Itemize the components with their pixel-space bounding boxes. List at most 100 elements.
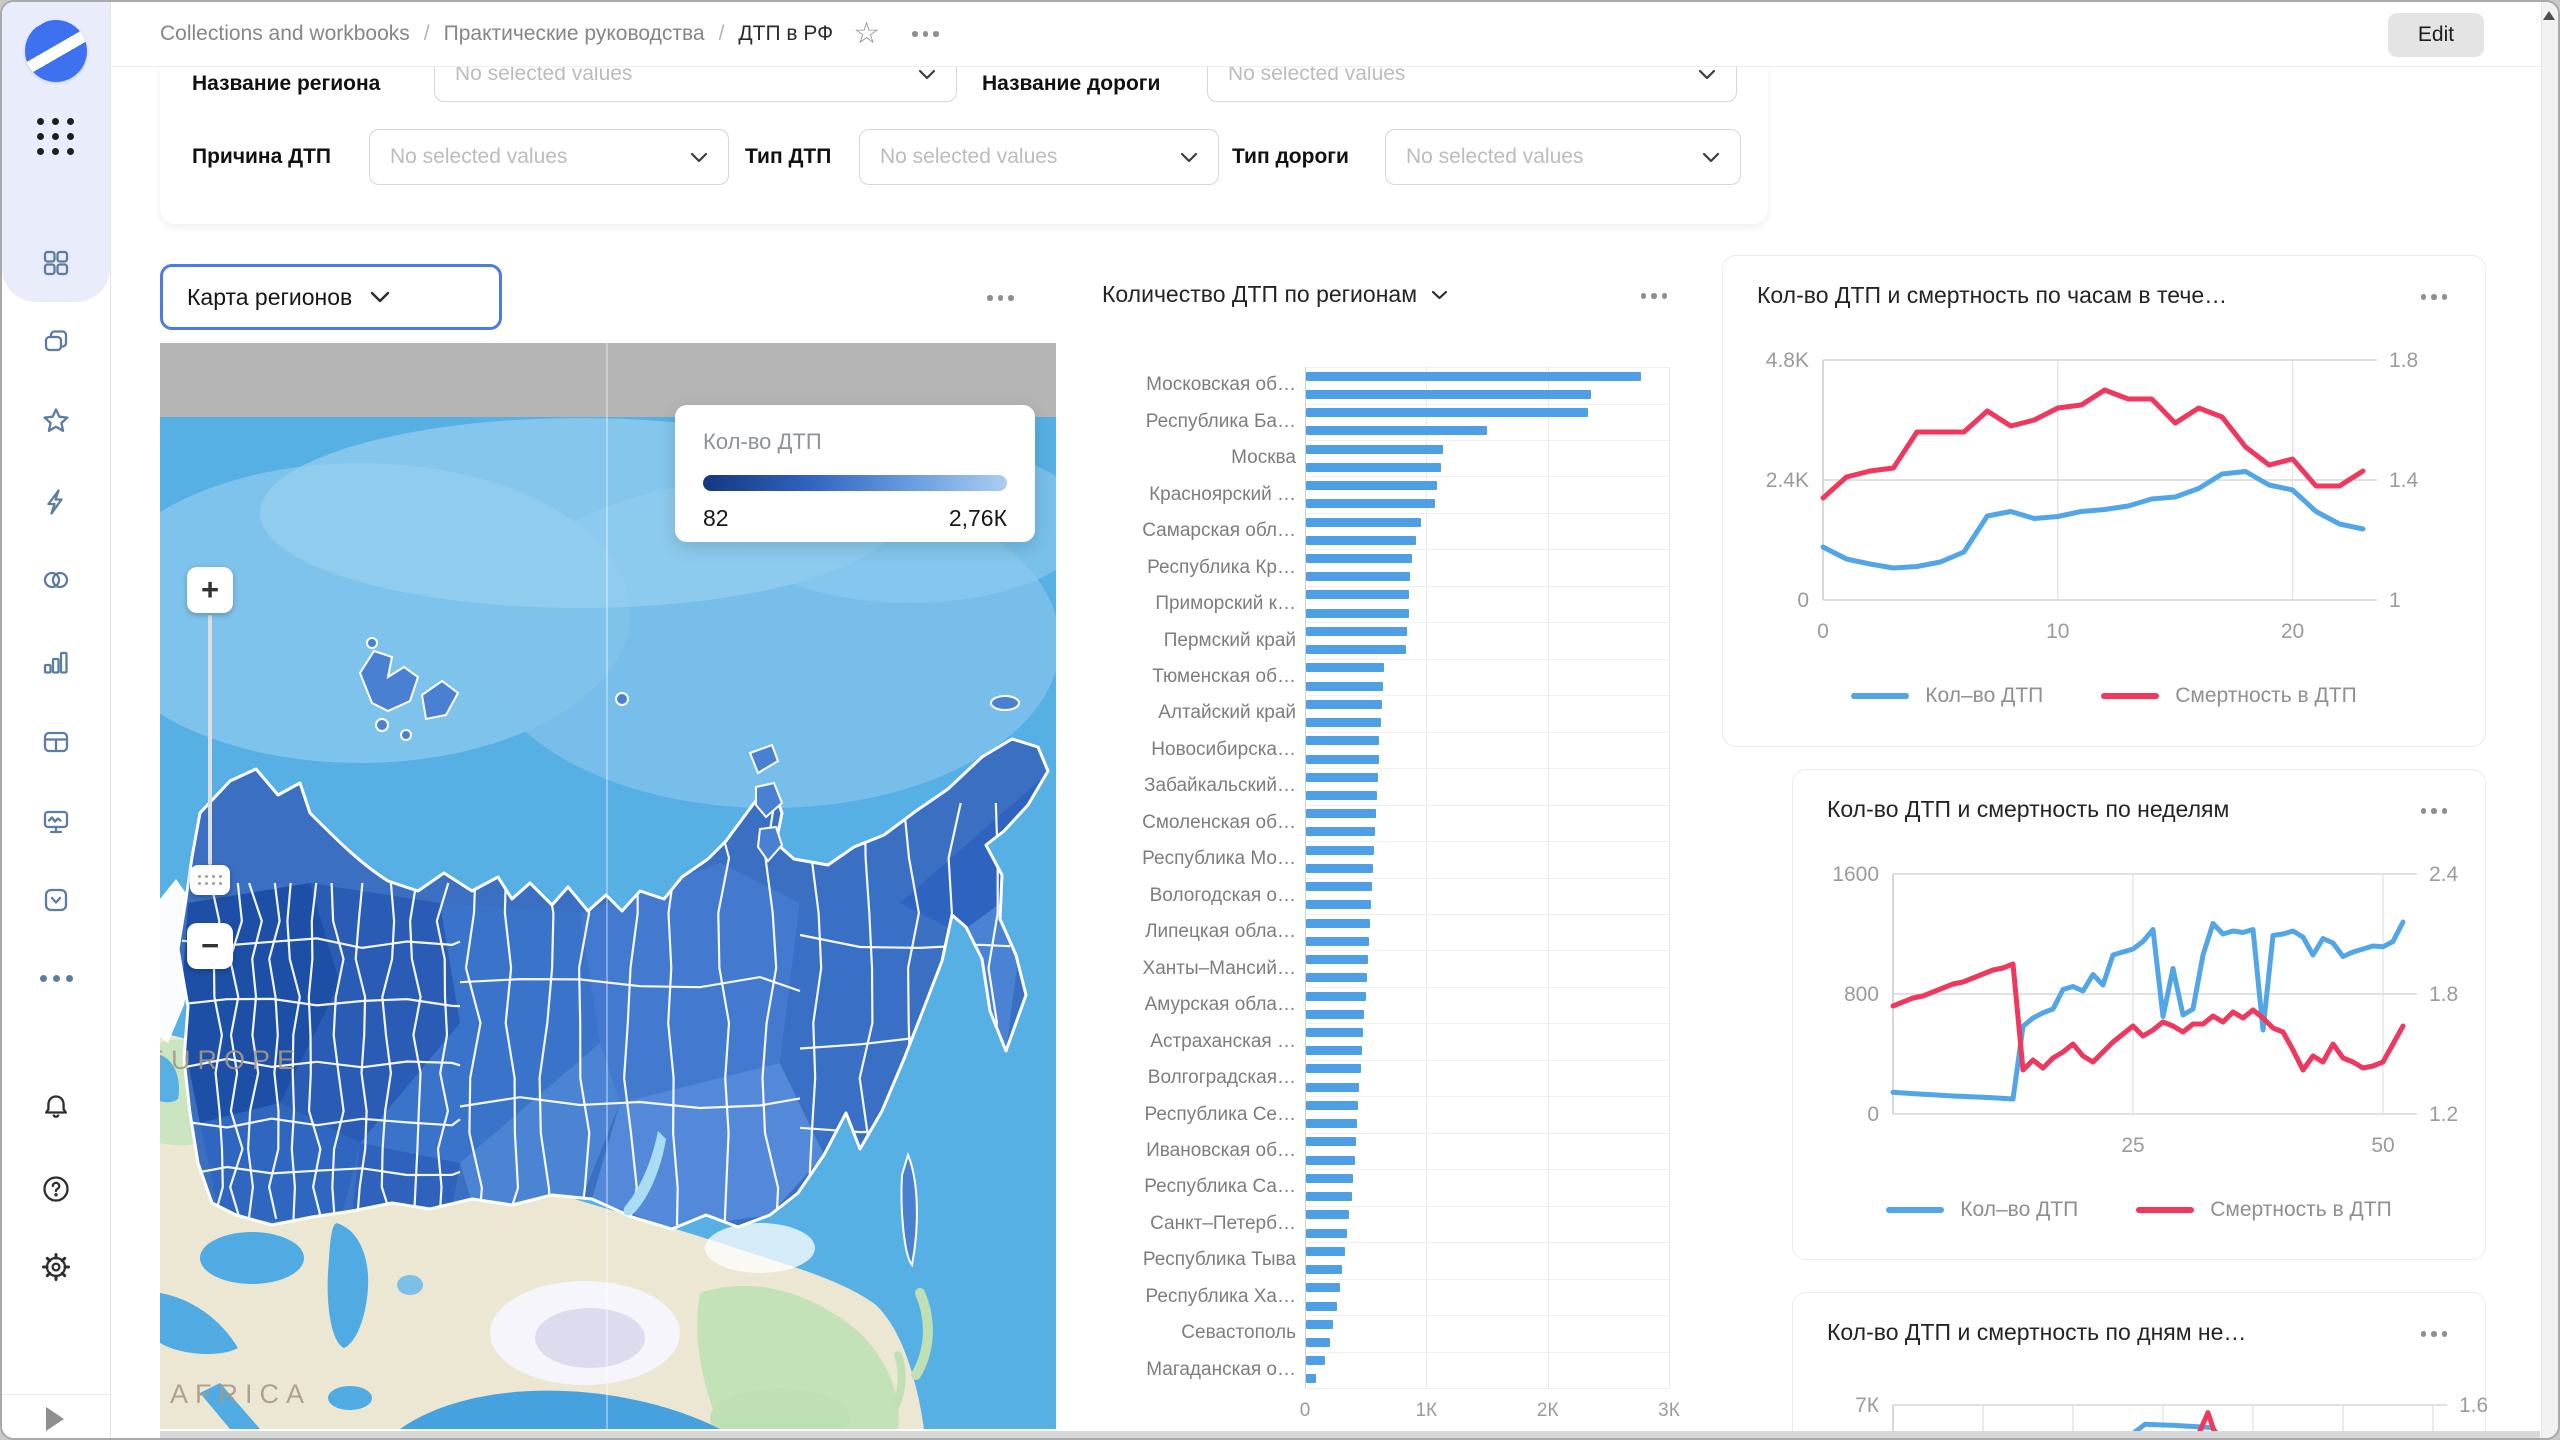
category-label: Республика Мо… [1142, 848, 1296, 870]
sidebar-more-button[interactable] [2, 975, 110, 982]
bar [1306, 1319, 1334, 1329]
sidebar-item-workbooks[interactable] [2, 326, 110, 358]
datalens-logo-icon[interactable] [25, 20, 87, 82]
category-label: Липецкая обла… [1145, 921, 1296, 943]
zoom-slider-handle[interactable] [190, 865, 230, 895]
legend-item[interactable]: Кол–во ДТП [1851, 684, 2043, 708]
breadcrumb: Collections and workbooks / Практические… [160, 2, 939, 66]
vertical-scrollbar[interactable] [2541, 2, 2558, 1438]
edit-button[interactable]: Edit [2388, 13, 2484, 57]
settings-button[interactable] [2, 1251, 110, 1283]
bell-icon [45, 1095, 67, 1118]
horizontal-scrollbar[interactable] [160, 1431, 2540, 1438]
help-button[interactable] [2, 1173, 110, 1205]
bar [1306, 1137, 1356, 1147]
bar [1306, 955, 1368, 964]
copy-sheets-icon [44, 330, 68, 352]
favorite-star-icon[interactable]: ☆ [853, 17, 881, 50]
bar-chart-menu-button[interactable] [1640, 293, 1667, 299]
bar [1306, 408, 1588, 418]
map-chart-selector[interactable]: Карта регионов [160, 264, 502, 330]
sidebar-item-datasets[interactable] [2, 564, 110, 596]
map-label-europe: EUROPE [160, 1045, 303, 1075]
category-label: Приморский к… [1155, 593, 1296, 614]
zoom-in-button[interactable]: + [187, 567, 233, 613]
category-label: Республика Са… [1144, 1176, 1296, 1198]
axis-line [1305, 367, 1306, 1388]
bar [1306, 1064, 1361, 1074]
notifications-button[interactable] [2, 1091, 110, 1123]
x-axis-tick: 3К [1658, 1400, 1680, 1421]
gridline [1305, 1242, 1669, 1244]
filter-select-cause[interactable]: No selected values [369, 129, 729, 185]
weeks-chart-menu-button[interactable] [2420, 808, 2447, 814]
bar [1306, 590, 1410, 600]
zoom-out-button[interactable]: − [187, 923, 233, 969]
category-label: Магаданская о… [1146, 1358, 1296, 1380]
bar [1306, 918, 1370, 928]
grid-squares-icon [43, 250, 69, 276]
chevron-down-icon [918, 69, 936, 79]
sidebar [2, 2, 111, 1438]
gridline [1305, 1388, 1669, 1389]
sidebar-item-tables[interactable] [2, 726, 110, 758]
sidebar-item-dashboards[interactable] [2, 806, 110, 838]
sidebar-item-charts[interactable] [2, 646, 110, 678]
bar [1306, 1283, 1340, 1293]
category-label: Смоленская об… [1142, 811, 1296, 833]
breadcrumb-collections[interactable]: Collections and workbooks [160, 22, 410, 45]
bar-chart-plot[interactable]: Московская об… Республика Ба… Москва Красно… [1068, 367, 1705, 1421]
category-label: Республика Ха… [1145, 1285, 1296, 1307]
apps-grid-icon[interactable] [37, 118, 75, 155]
bar [1306, 754, 1379, 764]
y-right-tick: 2.4 [2429, 863, 2459, 886]
gridline [1305, 841, 1669, 842]
map-menu-button[interactable] [987, 295, 1014, 301]
bar [1306, 645, 1407, 655]
legend-item[interactable]: Смертность в ДТП [2101, 684, 2357, 708]
category-label: Республика Кр… [1147, 556, 1296, 578]
map-legend-gradient [703, 475, 1007, 491]
table-icon [43, 731, 69, 753]
legend-item[interactable]: Кол–во ДТП [1886, 1198, 2078, 1222]
lightning-icon [47, 489, 63, 515]
sidebar-item-favorites[interactable] [2, 405, 110, 437]
filter-select-accident-type[interactable]: No selected values [859, 129, 1219, 185]
category-label: Республика Ба… [1145, 410, 1296, 432]
category-label: Москва [1231, 447, 1296, 469]
filter-select-road-type[interactable]: No selected values [1385, 129, 1741, 185]
map-legend-title: Кол-во ДТП [703, 429, 822, 454]
scroll-up-arrow-icon[interactable] [2543, 11, 2555, 20]
y-left-tick: 7К [1855, 1394, 1880, 1417]
bar-chart-selector[interactable]: Количество ДТП по регионам [1102, 281, 1448, 308]
filter-label-region: Название региона [192, 72, 381, 95]
hours-chart-menu-button[interactable] [2420, 294, 2447, 300]
category-label: Тюменская об… [1152, 665, 1296, 687]
map-canvas [160, 343, 1056, 1429]
days-chart-menu-button[interactable] [2420, 1331, 2447, 1337]
legend-item[interactable]: Смертность в ДТП [2136, 1198, 2392, 1222]
map-label-africa: AFRICA [170, 1379, 312, 1409]
workbook-menu-button[interactable] [912, 31, 939, 37]
gridline [1305, 1059, 1669, 1061]
bar [1306, 1301, 1337, 1311]
sidebar-item-storage[interactable] [2, 884, 110, 916]
bar [1306, 681, 1383, 691]
map[interactable]: EUROPE AFRICA Кол-во ДТП 82 2,76К + − [160, 343, 1056, 1429]
gridline [1547, 367, 1549, 1388]
sidebar-logo-panel [2, 2, 110, 302]
bar [1306, 791, 1377, 800]
weeks-chart-legend[interactable]: Кол–во ДТП Смертность в ДТП [1793, 1198, 2485, 1222]
sidebar-item-connections[interactable] [2, 486, 110, 518]
days-chart-title: Кол-во ДТП и смертность по дням не… [1827, 1319, 2247, 1345]
expand-sidebar-icon[interactable] [46, 1407, 64, 1431]
y-right-tick: 1.8 [2389, 349, 2418, 372]
weeks-chart-card: Кол-во ДТП и смертность по неделям 1600 8… [1792, 769, 2486, 1260]
chevron-down-icon [1702, 152, 1720, 162]
hours-chart-legend[interactable]: Кол–во ДТП Смертность в ДТП [1723, 684, 2485, 708]
sidebar-item-collections[interactable] [2, 247, 110, 279]
breadcrumb-guides[interactable]: Практические руководства [443, 22, 705, 45]
gridline [1305, 804, 1669, 806]
zoom-slider-track[interactable] [208, 615, 212, 865]
